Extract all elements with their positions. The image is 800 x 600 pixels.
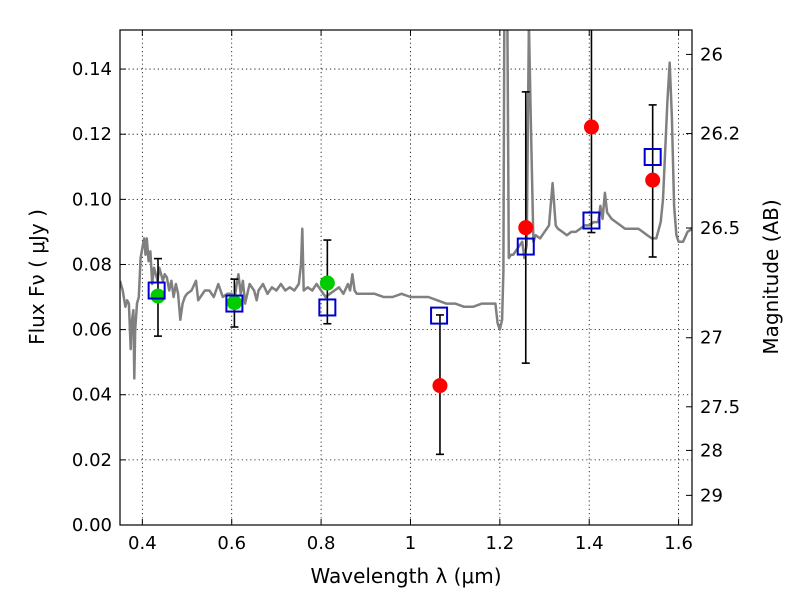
y-axis-label-right: Magnitude (AB) [759, 199, 783, 354]
x-tick-label: 0.6 [217, 533, 246, 554]
x-tick-label: 1 [405, 533, 416, 554]
green-data-point [150, 288, 166, 304]
right-tick-label: 26.2 [700, 124, 740, 145]
y-tick-label: 0.12 [72, 124, 112, 145]
y-tick-label: 0.10 [72, 189, 112, 210]
green-data-point [319, 275, 335, 291]
y-axis-label-left: Flux Fν ( μJy ) [25, 209, 49, 345]
x-tick-label: 1.6 [664, 533, 693, 554]
model-photometry-square [516, 237, 535, 256]
red-data-point [432, 378, 448, 394]
model-photometry-square [430, 306, 449, 325]
x-tick-label: 1.4 [575, 533, 604, 554]
model-photometry-square [318, 298, 337, 317]
y-tick-label: 0.04 [72, 385, 112, 406]
model-photometry-square [225, 294, 244, 313]
right-tick-label: 27.5 [700, 397, 740, 418]
red-data-point [583, 119, 599, 135]
model-photometry-square [582, 211, 601, 230]
x-tick-label: 1.2 [486, 533, 515, 554]
y-tick-label: 0.06 [72, 320, 112, 341]
red-data-point [645, 172, 661, 188]
axis-ticks: 0.4 0.6 0.8 1 1.2 1.4 1.6 0.00 0.02 0.04 0.06 0.08 0… [72, 30, 740, 554]
y-tick-label: 0.00 [72, 515, 112, 536]
y-tick-label: 0.02 [72, 450, 112, 471]
x-tick-label: 0.8 [307, 533, 336, 554]
y-tick-label: 0.08 [72, 254, 112, 275]
right-tick-label: 29 [700, 485, 723, 506]
x-tick-label: 0.4 [128, 533, 157, 554]
right-tick-label: 28 [700, 440, 723, 461]
data-markers [147, 119, 662, 394]
spectrum-layer [120, 30, 692, 380]
plot-frame [119, 29, 693, 526]
red-data-point [518, 220, 534, 236]
right-tick-label: 26.5 [700, 218, 740, 239]
right-tick-label: 26 [700, 44, 723, 65]
model-photometry-square [147, 281, 166, 300]
y-tick-label: 0.14 [72, 59, 112, 80]
model-spectrum-line [120, 30, 692, 380]
x-axis-label: Wavelength λ (μm) [310, 564, 501, 588]
right-tick-label: 27 [700, 328, 723, 349]
model-photometry-square [643, 148, 662, 167]
green-data-point [226, 295, 242, 311]
